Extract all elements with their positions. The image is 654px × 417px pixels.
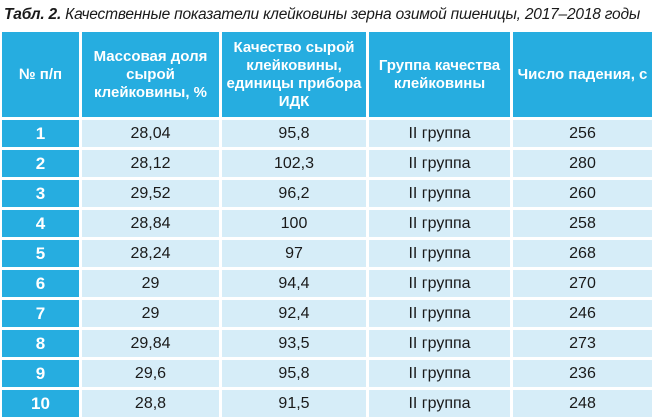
gluten-mass-cell: 29,52: [82, 180, 219, 207]
falling-number-cell: 248: [513, 390, 652, 417]
gluten-quality-cell: 93,5: [222, 330, 366, 357]
quality-group-cell: II группа: [369, 390, 510, 417]
gluten-quality-cell: 91,5: [222, 390, 366, 417]
gluten-mass-cell: 28,24: [82, 240, 219, 267]
row-number: 4: [2, 210, 79, 237]
quality-group-cell: II группа: [369, 150, 510, 177]
row-number: 7: [2, 300, 79, 327]
gluten-mass-cell: 29,6: [82, 360, 219, 387]
quality-table: № п/п Массовая доля сырой клейковины, % …: [2, 32, 652, 417]
falling-number-cell: 260: [513, 180, 652, 207]
header-falling-number: Число падения, с: [513, 32, 652, 117]
falling-number-cell: 273: [513, 330, 652, 357]
quality-group-cell: II группа: [369, 180, 510, 207]
row-number: 5: [2, 240, 79, 267]
header-row-number: № п/п: [2, 32, 79, 117]
row-number: 8: [2, 330, 79, 357]
gluten-mass-cell: 28,84: [82, 210, 219, 237]
falling-number-cell: 236: [513, 360, 652, 387]
quality-group-cell: II группа: [369, 240, 510, 267]
gluten-quality-cell: 95,8: [222, 120, 366, 147]
gluten-quality-cell: 92,4: [222, 300, 366, 327]
gluten-quality-cell: 94,4: [222, 270, 366, 297]
table-caption: Табл. 2. Качественные показатели клейков…: [4, 2, 652, 28]
falling-number-cell: 256: [513, 120, 652, 147]
falling-number-cell: 246: [513, 300, 652, 327]
gluten-mass-cell: 28,04: [82, 120, 219, 147]
row-number: 1: [2, 120, 79, 147]
row-number: 9: [2, 360, 79, 387]
gluten-mass-cell: 29,84: [82, 330, 219, 357]
gluten-quality-cell: 100: [222, 210, 366, 237]
header-gluten-mass: Массовая доля сырой клейковины, %: [82, 32, 219, 117]
gluten-quality-cell: 102,3: [222, 150, 366, 177]
gluten-quality-cell: 96,2: [222, 180, 366, 207]
header-quality-group: Группа качества клейковины: [369, 32, 510, 117]
row-number: 10: [2, 390, 79, 417]
quality-group-cell: II группа: [369, 330, 510, 357]
quality-group-cell: II группа: [369, 270, 510, 297]
quality-group-cell: II группа: [369, 120, 510, 147]
gluten-quality-cell: 97: [222, 240, 366, 267]
header-gluten-quality: Качество сырой клейковины, единицы прибо…: [222, 32, 366, 117]
gluten-mass-cell: 29: [82, 270, 219, 297]
gluten-mass-cell: 29: [82, 300, 219, 327]
falling-number-cell: 258: [513, 210, 652, 237]
row-number: 6: [2, 270, 79, 297]
quality-group-cell: II группа: [369, 360, 510, 387]
falling-number-cell: 270: [513, 270, 652, 297]
quality-group-cell: II группа: [369, 300, 510, 327]
gluten-mass-cell: 28,12: [82, 150, 219, 177]
row-number: 2: [2, 150, 79, 177]
caption-text: Качественные показатели клейковины зерна…: [61, 6, 641, 23]
row-number: 3: [2, 180, 79, 207]
caption-label: Табл. 2.: [4, 6, 62, 23]
gluten-quality-cell: 95,8: [222, 360, 366, 387]
falling-number-cell: 268: [513, 240, 652, 267]
quality-group-cell: II группа: [369, 210, 510, 237]
gluten-mass-cell: 28,8: [82, 390, 219, 417]
falling-number-cell: 280: [513, 150, 652, 177]
